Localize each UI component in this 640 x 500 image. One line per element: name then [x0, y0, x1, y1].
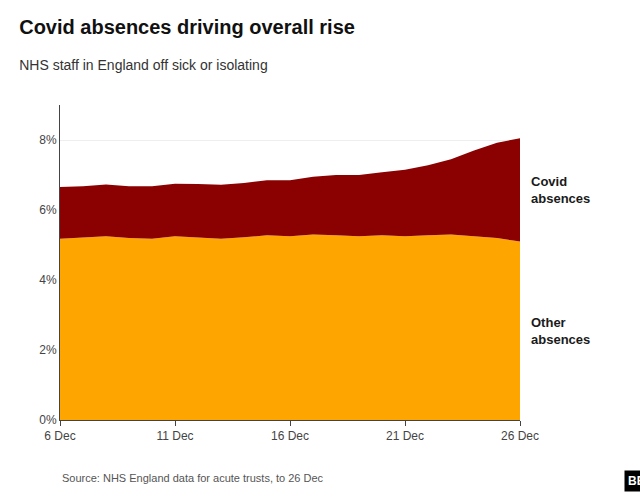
- svg-text:2%: 2%: [39, 343, 57, 357]
- svg-text:0%: 0%: [39, 413, 57, 427]
- svg-text:8%: 8%: [39, 133, 57, 147]
- svg-text:NHS staff in England off sick: NHS staff in England off sick or isolati…: [19, 57, 268, 73]
- svg-text:Otherabsences: Otherabsences: [531, 315, 590, 347]
- svg-text:16 Dec: 16 Dec: [271, 429, 309, 443]
- svg-text:Covid absences driving overall: Covid absences driving overall rise: [19, 16, 355, 38]
- svg-text:21 Dec: 21 Dec: [386, 429, 424, 443]
- svg-text:Covidabsences: Covidabsences: [531, 174, 590, 206]
- svg-text:26 Dec: 26 Dec: [501, 429, 539, 443]
- svg-text:BBC: BBC: [628, 474, 640, 488]
- svg-text:6%: 6%: [39, 203, 57, 217]
- svg-text:11 Dec: 11 Dec: [156, 429, 193, 443]
- svg-text:4%: 4%: [39, 273, 57, 287]
- svg-text:Source: NHS England data for a: Source: NHS England data for acute trust…: [62, 472, 324, 484]
- svg-text:6 Dec: 6 Dec: [44, 429, 75, 443]
